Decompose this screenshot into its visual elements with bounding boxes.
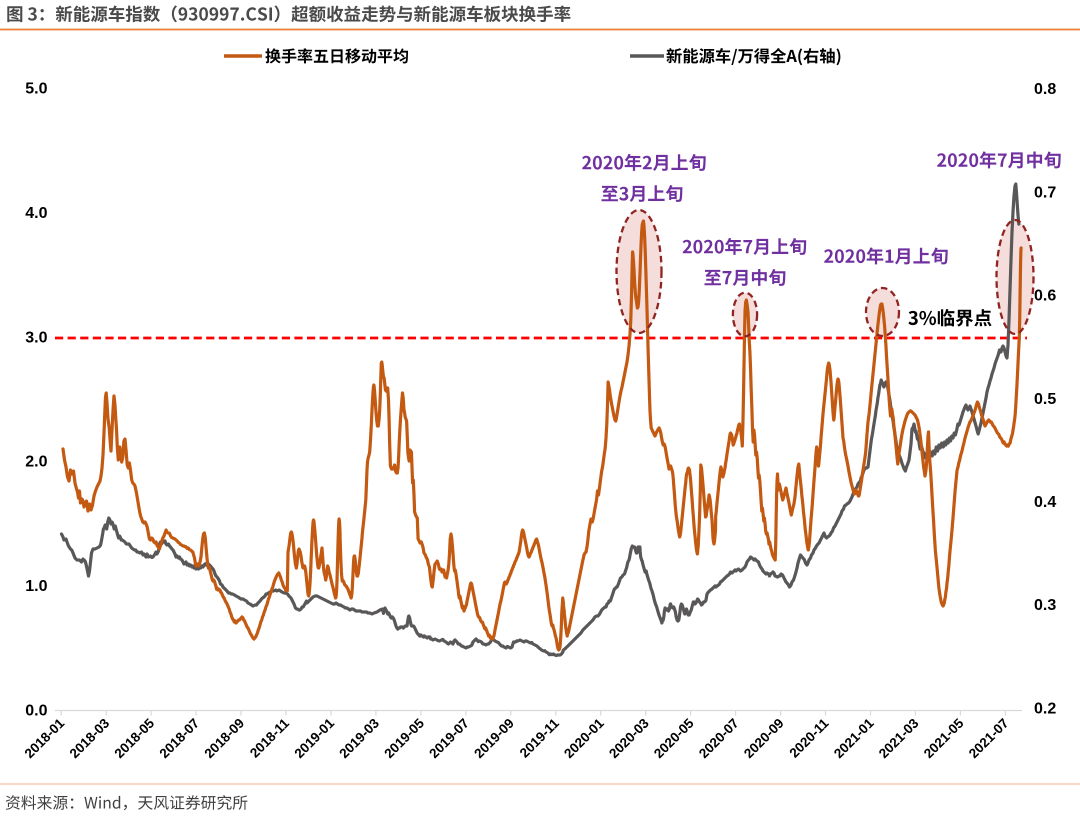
svg-text:2019-11: 2019-11 [517,715,562,760]
svg-text:2018-09: 2018-09 [201,716,247,762]
svg-text:2018-01: 2018-01 [22,715,68,761]
svg-text:0.4: 0.4 [1034,494,1056,511]
svg-text:0.0: 0.0 [25,703,47,720]
svg-text:2020-01: 2020-01 [561,715,607,761]
svg-text:2019-05: 2019-05 [381,715,427,761]
svg-text:2021-05: 2021-05 [921,715,967,761]
svg-text:2020-03: 2020-03 [606,715,652,761]
svg-text:2019-07: 2019-07 [426,716,472,762]
svg-text:2018-07: 2018-07 [157,716,203,762]
svg-text:2.0: 2.0 [25,454,47,471]
svg-text:2020-09: 2020-09 [741,716,787,762]
svg-text:2019-09: 2019-09 [471,716,517,762]
svg-text:2020-07: 2020-07 [696,716,742,762]
svg-text:2021-01: 2021-01 [831,715,877,761]
svg-text:2019-01: 2019-01 [291,715,337,761]
svg-text:0.7: 0.7 [1034,184,1056,201]
svg-text:5.0: 5.0 [25,81,47,98]
svg-text:2018-03: 2018-03 [67,715,113,761]
svg-text:2021-07: 2021-07 [966,716,1012,762]
svg-text:2020-11: 2020-11 [786,715,831,760]
svg-text:2018-05: 2018-05 [112,715,158,761]
svg-text:0.2: 0.2 [1034,700,1056,717]
svg-text:2018-11: 2018-11 [247,715,292,760]
svg-text:1.0: 1.0 [25,578,47,595]
svg-text:0.5: 0.5 [1034,391,1056,408]
svg-text:0.6: 0.6 [1034,288,1056,305]
svg-text:2021-03: 2021-03 [876,715,922,761]
svg-text:4.0: 4.0 [25,205,47,222]
svg-text:0.3: 0.3 [1034,597,1056,614]
svg-text:2020-05: 2020-05 [651,715,697,761]
svg-text:0.8: 0.8 [1034,81,1056,98]
svg-text:3.0: 3.0 [25,329,47,346]
svg-text:2019-03: 2019-03 [336,715,382,761]
